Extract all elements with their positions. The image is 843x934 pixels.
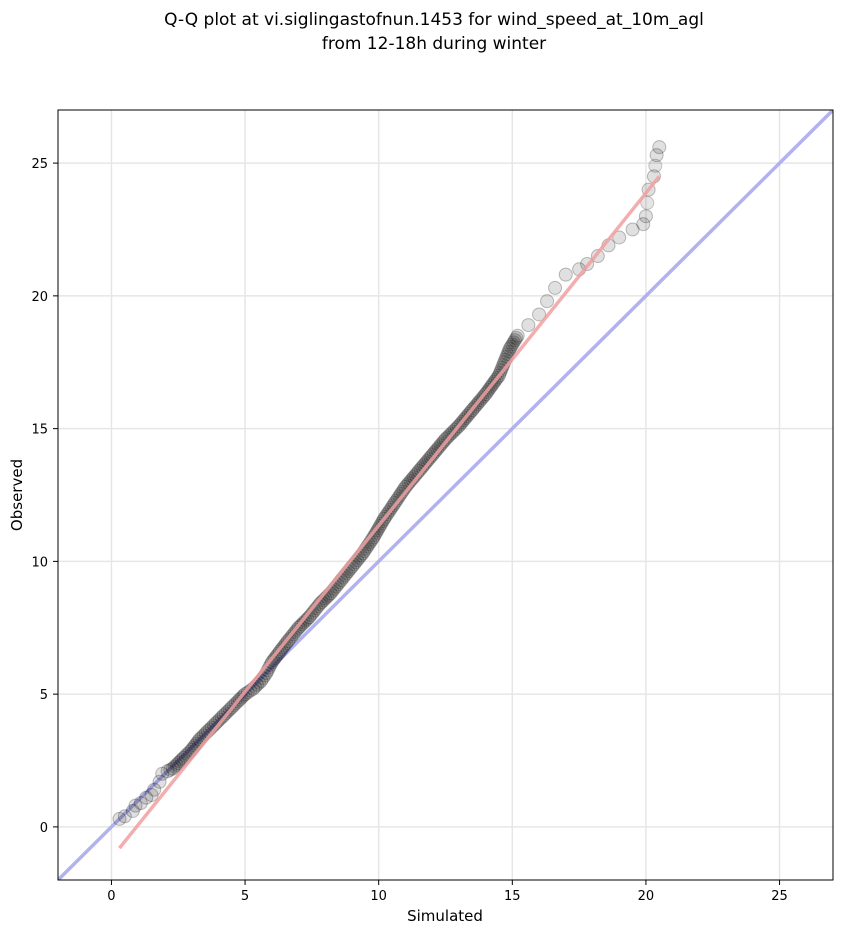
- data-point: [648, 158, 663, 173]
- data-point: [507, 333, 522, 348]
- data-point: [506, 335, 521, 350]
- data-point: [133, 796, 148, 810]
- data-point: [169, 757, 184, 772]
- y-tick-label: 0: [40, 821, 48, 836]
- data-point: [510, 328, 525, 343]
- y-tick-label: 10: [31, 555, 48, 570]
- fit-layer: [118, 175, 661, 850]
- data-point: [500, 347, 515, 362]
- data-point: [128, 798, 143, 813]
- x-tick-label: 0: [107, 889, 115, 904]
- data-point: [174, 752, 189, 767]
- x-axis-label: Simulated: [407, 907, 483, 925]
- data-point: [112, 811, 127, 826]
- data-point: [501, 344, 516, 359]
- y-tick-label: 20: [31, 290, 48, 305]
- points-layer: [112, 140, 667, 826]
- data-point: [521, 318, 536, 333]
- data-point: [502, 341, 517, 356]
- data-point: [558, 267, 573, 282]
- y-axis-label: Observed: [8, 459, 26, 531]
- data-point: [638, 209, 653, 224]
- data-point: [640, 195, 655, 210]
- data-point: [540, 294, 555, 309]
- data-point: [155, 766, 170, 781]
- y-tick-label: 15: [31, 423, 48, 438]
- data-point: [147, 782, 162, 797]
- x-tick-label: 5: [241, 889, 249, 904]
- data-point: [264, 655, 279, 670]
- data-point: [428, 444, 443, 459]
- data-point: [505, 337, 520, 352]
- identity-reference-line: [58, 110, 833, 880]
- data-point: [612, 230, 627, 245]
- data-point: [144, 788, 159, 803]
- data-point: [532, 307, 547, 322]
- data-point: [165, 761, 180, 776]
- chart-subtitle: from 12-18h during winter: [322, 34, 546, 54]
- grid-lines: [58, 110, 833, 880]
- y-tick-label: 5: [40, 688, 48, 703]
- x-tick-label: 20: [638, 889, 655, 904]
- data-point: [173, 754, 188, 769]
- lines-layer: [58, 110, 833, 880]
- data-point: [171, 756, 186, 771]
- y-axis-ticks: 0 5 10 15 20 25: [31, 157, 58, 836]
- x-tick-label: 25: [771, 889, 788, 904]
- data-point: [636, 217, 651, 232]
- data-point: [430, 442, 445, 457]
- data-point: [503, 339, 518, 354]
- data-point: [509, 330, 524, 345]
- x-tick-label: 15: [504, 889, 521, 904]
- data-point: [652, 140, 667, 155]
- data-point: [160, 764, 175, 779]
- data-point: [649, 148, 664, 163]
- data-point: [167, 759, 182, 774]
- y-tick-label: 25: [31, 157, 48, 172]
- plot-frame: [57, 109, 834, 881]
- data-point: [152, 774, 167, 789]
- data-point: [125, 803, 140, 818]
- data-point: [163, 762, 178, 777]
- data-point: [117, 809, 132, 824]
- fit-line: [118, 175, 661, 850]
- data-point: [139, 790, 154, 805]
- data-point: [625, 222, 640, 237]
- data-point: [548, 280, 563, 295]
- chart-title: Q-Q plot at vi.siglingastofnun.1453 for …: [164, 10, 704, 30]
- x-axis-ticks: 0 5 10 15 20 25: [107, 880, 788, 904]
- x-tick-label: 10: [370, 889, 387, 904]
